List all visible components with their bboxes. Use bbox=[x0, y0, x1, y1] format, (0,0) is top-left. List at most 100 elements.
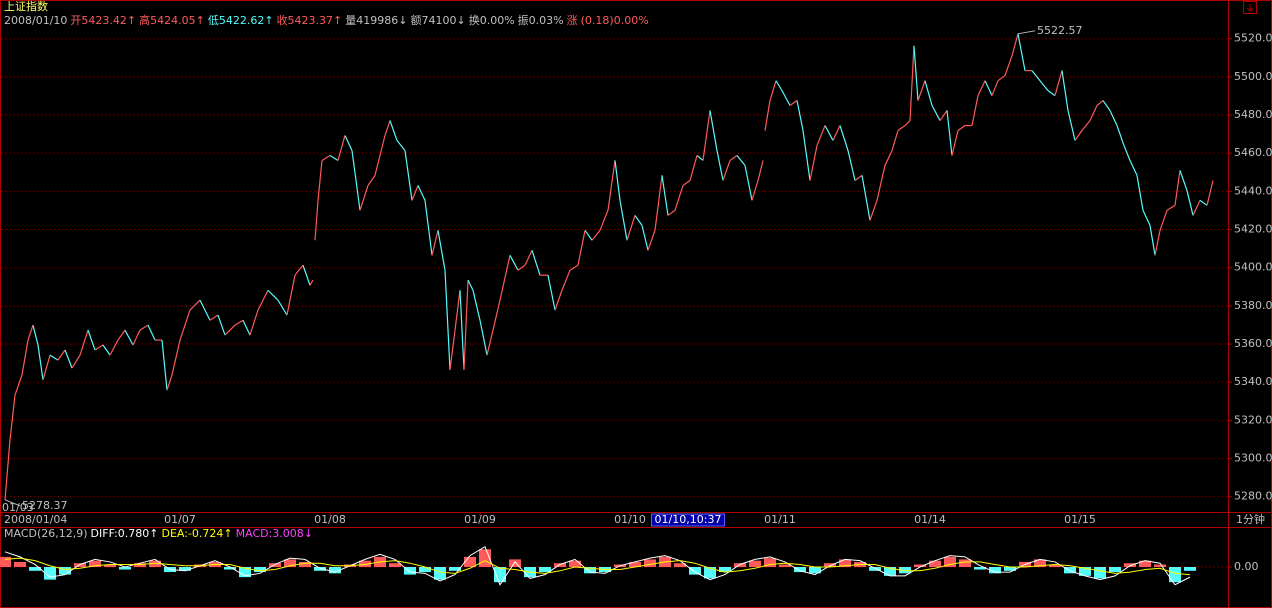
info-item: 振0.03% bbox=[518, 13, 564, 27]
price-segment bbox=[802, 130, 811, 181]
price-segment bbox=[696, 155, 704, 161]
macd-bar bbox=[914, 564, 926, 567]
price-segment bbox=[389, 120, 398, 141]
price-segment bbox=[32, 325, 39, 346]
x-tick-label: 01/09 bbox=[464, 513, 496, 526]
price-segment bbox=[1067, 110, 1076, 141]
y-tick-label: 5340.00 bbox=[1234, 375, 1272, 388]
macd-bar bbox=[539, 567, 551, 573]
price-segment bbox=[641, 225, 649, 251]
macd-bar bbox=[119, 567, 131, 570]
price-segment bbox=[796, 100, 804, 131]
price-segment bbox=[824, 125, 834, 141]
macd-bar bbox=[29, 567, 41, 571]
price-segment bbox=[869, 200, 878, 221]
price-segment bbox=[294, 264, 304, 276]
price-segment bbox=[267, 289, 279, 301]
macd-bar bbox=[149, 560, 161, 567]
price-segment bbox=[249, 309, 259, 336]
macd-bar bbox=[389, 563, 401, 567]
price-segment bbox=[839, 125, 849, 151]
price-segment bbox=[1054, 70, 1063, 96]
y-tick-label: 0.00 bbox=[1234, 560, 1259, 573]
y-tick-label: 5320.00 bbox=[1234, 413, 1272, 426]
y-tick-label: 5300.00 bbox=[1234, 452, 1272, 465]
window-button[interactable] bbox=[1243, 1, 1257, 14]
info-item: 2008/01/10 bbox=[4, 14, 67, 27]
price-segment bbox=[1154, 230, 1161, 256]
macd-bar bbox=[134, 563, 146, 567]
macd-bar bbox=[749, 560, 761, 567]
price-segment bbox=[909, 45, 915, 121]
start-label: 01/03 bbox=[2, 501, 34, 514]
y-tick-label: 5440.00 bbox=[1234, 184, 1272, 197]
max-label: 5522.57 bbox=[1037, 24, 1083, 37]
info-item: 高5424.05↑ bbox=[139, 13, 205, 27]
price-segment bbox=[424, 200, 433, 256]
x-tick-label: 01/10 bbox=[614, 513, 646, 526]
price-segment bbox=[736, 155, 746, 166]
macd-bar bbox=[689, 567, 701, 575]
price-segment bbox=[14, 374, 23, 396]
price-segment bbox=[1179, 170, 1188, 191]
price-segment bbox=[816, 125, 826, 146]
price-segment bbox=[359, 185, 369, 211]
price-segment bbox=[109, 339, 119, 356]
price-segment bbox=[832, 125, 841, 141]
price-segment bbox=[951, 130, 959, 156]
price-segment bbox=[614, 160, 621, 201]
price-segment bbox=[1102, 100, 1111, 111]
price-segment bbox=[939, 110, 948, 121]
price-segment bbox=[166, 374, 173, 391]
price-segment bbox=[337, 135, 346, 161]
price-segment bbox=[607, 160, 616, 211]
price-segment bbox=[1129, 160, 1138, 176]
macd-bar bbox=[899, 567, 911, 574]
price-segment bbox=[647, 230, 656, 251]
price-segment bbox=[751, 180, 759, 201]
price-segment bbox=[729, 155, 738, 161]
macd-bar bbox=[284, 559, 296, 567]
x-tick-label: 01/11 bbox=[764, 513, 796, 526]
price-segment bbox=[351, 150, 361, 211]
macd-bar bbox=[1004, 567, 1016, 571]
price-segment bbox=[991, 80, 999, 96]
price-segment bbox=[674, 185, 684, 211]
price-segment bbox=[42, 354, 51, 381]
price-segment bbox=[1039, 80, 1049, 92]
macd-bar bbox=[434, 567, 446, 580]
macd-bar bbox=[449, 567, 461, 571]
price-segment bbox=[463, 280, 469, 371]
macd-bar bbox=[14, 561, 26, 567]
macd-bar bbox=[419, 567, 431, 573]
price-segment bbox=[1011, 33, 1019, 56]
info-item: 开5423.42↑ bbox=[70, 14, 136, 27]
price-segment bbox=[1206, 180, 1214, 206]
price-segment bbox=[1174, 170, 1181, 206]
price-segment bbox=[946, 110, 953, 156]
price-segment bbox=[1199, 199, 1208, 206]
y-tick-label: 5480.00 bbox=[1234, 108, 1272, 121]
period-label[interactable]: 1分钟 bbox=[1236, 512, 1265, 526]
price-segment bbox=[49, 354, 59, 361]
price-segment bbox=[913, 45, 919, 101]
price-segment bbox=[764, 100, 771, 131]
price-segment bbox=[1192, 200, 1201, 216]
price-segment bbox=[789, 100, 798, 107]
price-segment bbox=[854, 174, 863, 181]
price-segment bbox=[124, 329, 134, 346]
price-segment bbox=[1136, 175, 1144, 211]
price-segment bbox=[517, 264, 526, 271]
macd-bar bbox=[509, 559, 521, 567]
price-segment bbox=[479, 320, 488, 356]
price-segment bbox=[931, 105, 941, 121]
x-tick-label: 01/15 bbox=[1064, 513, 1096, 526]
price-segment bbox=[561, 269, 571, 291]
price-segment bbox=[147, 324, 156, 341]
max-pointer bbox=[1017, 30, 1036, 35]
price-segment bbox=[531, 250, 541, 276]
price-segment bbox=[277, 299, 288, 316]
macd-bar bbox=[269, 563, 281, 567]
price-segment bbox=[411, 185, 419, 201]
cursor-label-bg bbox=[651, 513, 725, 527]
